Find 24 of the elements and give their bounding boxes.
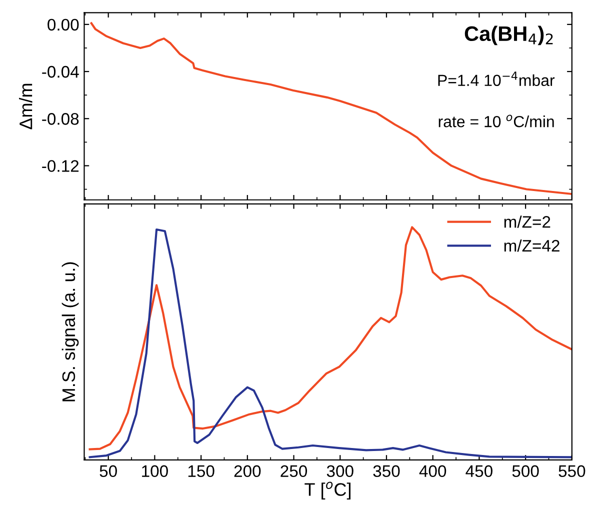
x-tick-label: 450 bbox=[466, 465, 492, 478]
x-tick-label: 550 bbox=[558, 465, 586, 478]
y-tick-label: -0.08 bbox=[42, 113, 79, 125]
line-series bbox=[90, 22, 572, 196]
legend-label: m/Z=2 bbox=[504, 216, 550, 228]
y-tick-label: -0.04 bbox=[42, 66, 79, 78]
annotation: rate = 10 $^{o}$C/min bbox=[438, 114, 554, 128]
legend-label: m/Z=42 bbox=[504, 239, 560, 252]
y-axis-title: Δm/m bbox=[18, 84, 32, 130]
y-axis-title: M.S. signal (a. u.) bbox=[62, 262, 79, 402]
x-axis-title: T [$^{o}$C] bbox=[304, 482, 350, 500]
y-tick-label: 0.00 bbox=[48, 18, 79, 31]
x-tick-label: 400 bbox=[419, 465, 446, 478]
y-tick-label: -0.12 bbox=[42, 160, 79, 172]
x-tick-label: 50 bbox=[100, 465, 117, 478]
x-tick-label: 250 bbox=[280, 465, 308, 478]
x-tick-label: 150 bbox=[188, 465, 214, 478]
x-tick-label: 500 bbox=[512, 465, 539, 478]
annotation: P=1.4 10$^{−4}$mbar bbox=[438, 72, 555, 86]
x-tick-label: 300 bbox=[326, 465, 354, 478]
x-tick-label: 100 bbox=[142, 465, 168, 478]
x-tick-label: 200 bbox=[234, 465, 261, 478]
annotation: Ca(BH$_{4}$)$_{2}$ bbox=[464, 26, 553, 46]
x-tick-label: 350 bbox=[373, 465, 400, 478]
